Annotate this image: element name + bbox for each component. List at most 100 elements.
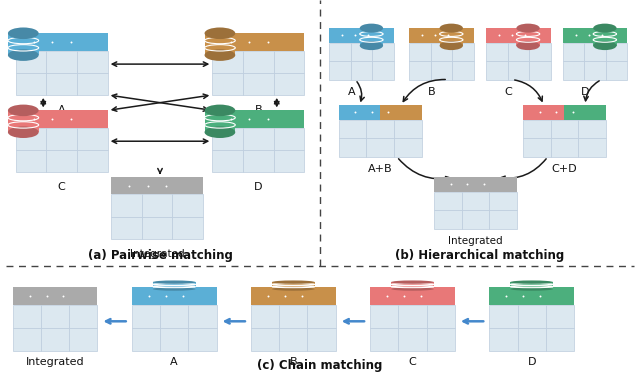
Bar	[427, 305, 455, 328]
Ellipse shape	[510, 280, 553, 284]
Bar	[274, 51, 305, 73]
Bar	[132, 287, 216, 305]
Bar	[132, 305, 160, 328]
Bar	[339, 105, 380, 119]
Text: B: B	[255, 105, 262, 115]
Bar	[391, 282, 434, 289]
Bar	[434, 177, 517, 192]
Bar	[351, 42, 372, 61]
Bar	[372, 61, 394, 79]
Ellipse shape	[440, 23, 463, 33]
Ellipse shape	[391, 287, 434, 291]
Bar	[394, 119, 422, 138]
Text: C: C	[505, 87, 513, 97]
Bar	[46, 128, 77, 150]
Bar	[427, 328, 455, 351]
Bar	[431, 42, 452, 61]
Bar	[69, 305, 97, 328]
Ellipse shape	[153, 280, 195, 284]
Bar	[461, 210, 489, 229]
Text: (c) Chain matching: (c) Chain matching	[257, 359, 383, 372]
Text: A+B: A+B	[368, 164, 392, 174]
Bar	[243, 128, 274, 150]
Ellipse shape	[272, 287, 315, 291]
Bar	[205, 33, 236, 55]
Bar	[546, 305, 574, 328]
Bar	[274, 128, 305, 150]
Ellipse shape	[272, 280, 315, 284]
Bar	[398, 305, 427, 328]
Bar	[486, 42, 508, 61]
Bar	[15, 51, 46, 73]
Bar	[307, 305, 336, 328]
Bar	[8, 110, 38, 132]
Bar	[172, 194, 203, 217]
Bar	[77, 51, 108, 73]
Bar	[13, 328, 41, 351]
Bar	[212, 73, 243, 95]
Bar	[440, 28, 463, 46]
Bar	[279, 328, 307, 351]
Text: D: D	[581, 87, 590, 97]
Ellipse shape	[8, 126, 38, 138]
Text: Integrated: Integrated	[26, 357, 84, 367]
Bar	[274, 73, 305, 95]
Ellipse shape	[516, 41, 540, 50]
Bar	[243, 73, 274, 95]
Bar	[490, 305, 518, 328]
Text: B: B	[428, 87, 436, 97]
Bar	[366, 119, 394, 138]
Bar	[452, 42, 474, 61]
Bar	[546, 328, 574, 351]
Bar	[212, 150, 243, 172]
Bar	[160, 305, 188, 328]
Bar	[431, 61, 452, 79]
Bar	[563, 28, 627, 42]
Bar	[111, 177, 203, 194]
Ellipse shape	[391, 280, 434, 284]
Bar	[212, 33, 305, 51]
Ellipse shape	[593, 23, 616, 33]
Bar	[523, 119, 550, 138]
Bar	[518, 305, 546, 328]
Bar	[372, 42, 394, 61]
Bar	[69, 328, 97, 351]
Bar	[563, 61, 584, 79]
Bar	[272, 282, 315, 289]
Bar	[394, 138, 422, 156]
Bar	[606, 61, 627, 79]
Bar	[606, 42, 627, 61]
Bar	[410, 42, 431, 61]
Bar	[579, 119, 606, 138]
Bar	[434, 192, 461, 210]
Bar	[529, 61, 550, 79]
Bar	[153, 282, 195, 289]
Bar	[523, 138, 550, 156]
Ellipse shape	[516, 23, 540, 33]
Bar	[274, 150, 305, 172]
Bar	[330, 61, 351, 79]
Bar	[579, 138, 606, 156]
Text: C: C	[58, 182, 65, 192]
Bar	[489, 210, 517, 229]
Ellipse shape	[205, 105, 236, 116]
Bar	[8, 33, 38, 55]
Bar	[46, 51, 77, 73]
Bar	[516, 28, 540, 46]
Ellipse shape	[205, 28, 236, 39]
Bar	[111, 217, 141, 239]
Bar	[212, 128, 243, 150]
Bar	[550, 119, 579, 138]
Bar	[160, 328, 188, 351]
Bar	[339, 119, 366, 138]
Bar	[564, 105, 606, 119]
Bar	[398, 328, 427, 351]
Bar	[490, 328, 518, 351]
Text: Integrated: Integrated	[448, 236, 502, 246]
Text: B: B	[289, 357, 297, 367]
Bar	[370, 287, 455, 305]
Bar	[370, 328, 398, 351]
Bar	[584, 61, 606, 79]
Text: (a) Pairwise matching: (a) Pairwise matching	[88, 249, 232, 262]
Ellipse shape	[440, 41, 463, 50]
